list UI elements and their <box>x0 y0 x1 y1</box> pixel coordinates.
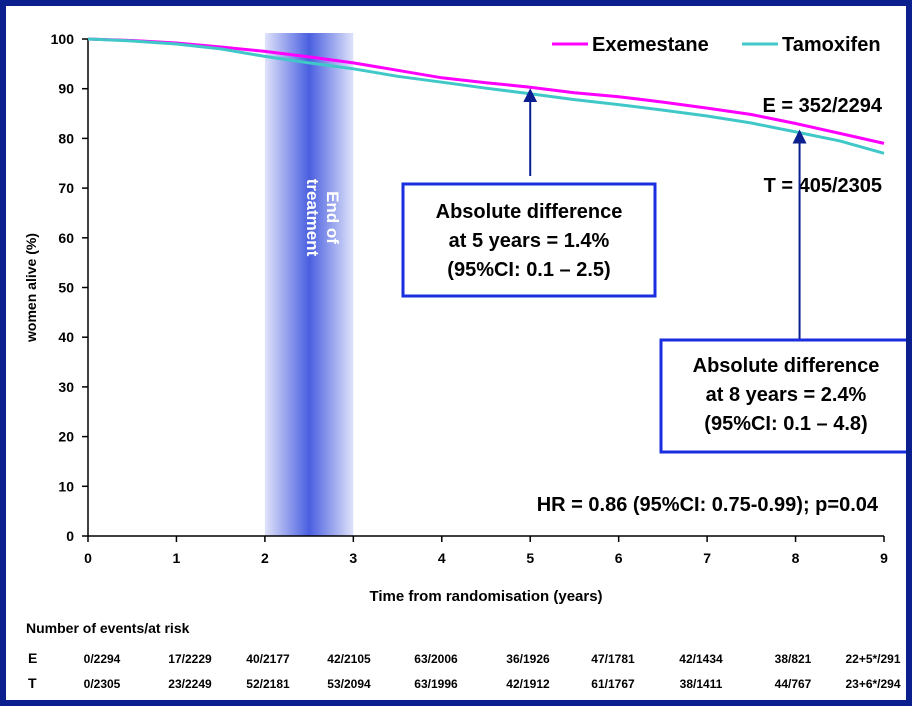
risk-table-cell: 40/2177 <box>246 652 290 666</box>
risk-table-cell: 22+5*/291 <box>845 652 900 666</box>
end-of-treatment-label: End of <box>323 191 342 244</box>
risk-row-label: E <box>28 650 37 666</box>
x-tick-label: 5 <box>526 550 534 566</box>
risk-table-cell: 0/2294 <box>84 652 121 666</box>
exemestane-line <box>87 37 885 145</box>
risk-table-title: Number of events/at risk <box>26 620 190 636</box>
risk-table-cell: 53/2094 <box>327 677 371 691</box>
risk-table-cell: 23+6*/294 <box>845 677 900 691</box>
x-tick-label: 8 <box>792 550 800 566</box>
axis-ticks: 0 10 20 30 40 50 60 70 80 90 100 0 1 2 3 4 5 6 7 8 9 <box>51 31 888 566</box>
y-tick-label: 10 <box>58 478 74 494</box>
y-tick-label: 50 <box>58 280 74 296</box>
difference-5-years-box <box>401 182 657 298</box>
x-tick-label: 2 <box>261 550 269 566</box>
difference-5-years-line1: Absolute difference <box>436 201 623 223</box>
risk-table-cell: 36/1926 <box>506 652 550 666</box>
risk-table-cell: 42/1912 <box>506 677 550 691</box>
y-tick-label: 30 <box>58 379 74 395</box>
risk-table-cell: 63/1996 <box>414 677 458 691</box>
risk-table-cell: 23/2249 <box>168 677 212 691</box>
y-tick-label: 20 <box>58 429 74 445</box>
risk-table-cell: 17/2229 <box>168 652 212 666</box>
risk-table-cell: 38/1411 <box>680 677 723 691</box>
y-tick-label: 60 <box>58 230 74 246</box>
x-tick-label: 7 <box>703 550 711 566</box>
legend-exemestane-label: Exemestane <box>592 34 709 56</box>
difference-8-years-line2: at 8 years = 2.4% <box>706 384 867 406</box>
risk-table-cell: 52/2181 <box>246 677 290 691</box>
tamoxifen-events-label: T = 405/2305 <box>764 175 882 197</box>
y-tick-label: 100 <box>51 31 75 47</box>
y-tick-label: 80 <box>58 130 74 146</box>
risk-table-cell: 42/2105 <box>327 652 371 666</box>
risk-table-cell: 63/2006 <box>414 652 458 666</box>
tamoxifen-line <box>87 37 885 155</box>
x-tick-label: 3 <box>349 550 357 566</box>
risk-table-cell: 38/821 <box>775 652 812 666</box>
x-tick-label: 0 <box>84 550 92 566</box>
end-of-treatment-label-2: treatment <box>303 179 322 257</box>
exemestane-events-label: E = 352/2294 <box>762 95 882 117</box>
difference-8-years-line3: (95%CI: 0.1 – 4.8) <box>704 413 867 435</box>
x-axis-label: Time from randomisation (years) <box>369 588 602 605</box>
x-tick-label: 4 <box>438 550 446 566</box>
y-tick-label: 40 <box>58 329 74 345</box>
risk-table-cell: 44/767 <box>775 677 812 691</box>
risk-row-label: T <box>28 675 37 691</box>
y-axis-label: women alive (%) <box>23 233 39 343</box>
x-tick-label: 1 <box>173 550 181 566</box>
y-tick-label: 0 <box>66 528 74 544</box>
hazard-ratio-label: HR = 0.86 (95%CI: 0.75-0.99); p=0.04 <box>537 494 879 516</box>
y-tick-label: 70 <box>58 180 74 196</box>
chart-frame: End of treatment 0 10 20 30 40 50 60 70 80 90 100 0… <box>6 6 912 700</box>
risk-table: E 0/2294 17/2229 40/2177 42/2105 63/2006 36/19… <box>28 650 901 691</box>
risk-table-cell: 42/1434 <box>679 652 723 666</box>
risk-table-cell: 61/1767 <box>591 677 635 691</box>
risk-table-cell: 0/2305 <box>84 677 121 691</box>
difference-5-years-line3: (95%CI: 0.1 – 2.5) <box>447 259 610 281</box>
x-tick-label: 6 <box>615 550 623 566</box>
legend-tamoxifen-label: Tamoxifen <box>782 34 881 56</box>
x-tick-label: 9 <box>880 550 888 566</box>
difference-8-years-line1: Absolute difference <box>693 355 880 377</box>
difference-5-years-line2: at 5 years = 1.4% <box>449 230 610 252</box>
risk-table-cell: 47/1781 <box>591 652 635 666</box>
end-of-treatment-band <box>264 33 354 536</box>
survival-chart: End of treatment 01020304050607080901000… <box>23 31 912 691</box>
y-tick-label: 90 <box>58 81 74 97</box>
